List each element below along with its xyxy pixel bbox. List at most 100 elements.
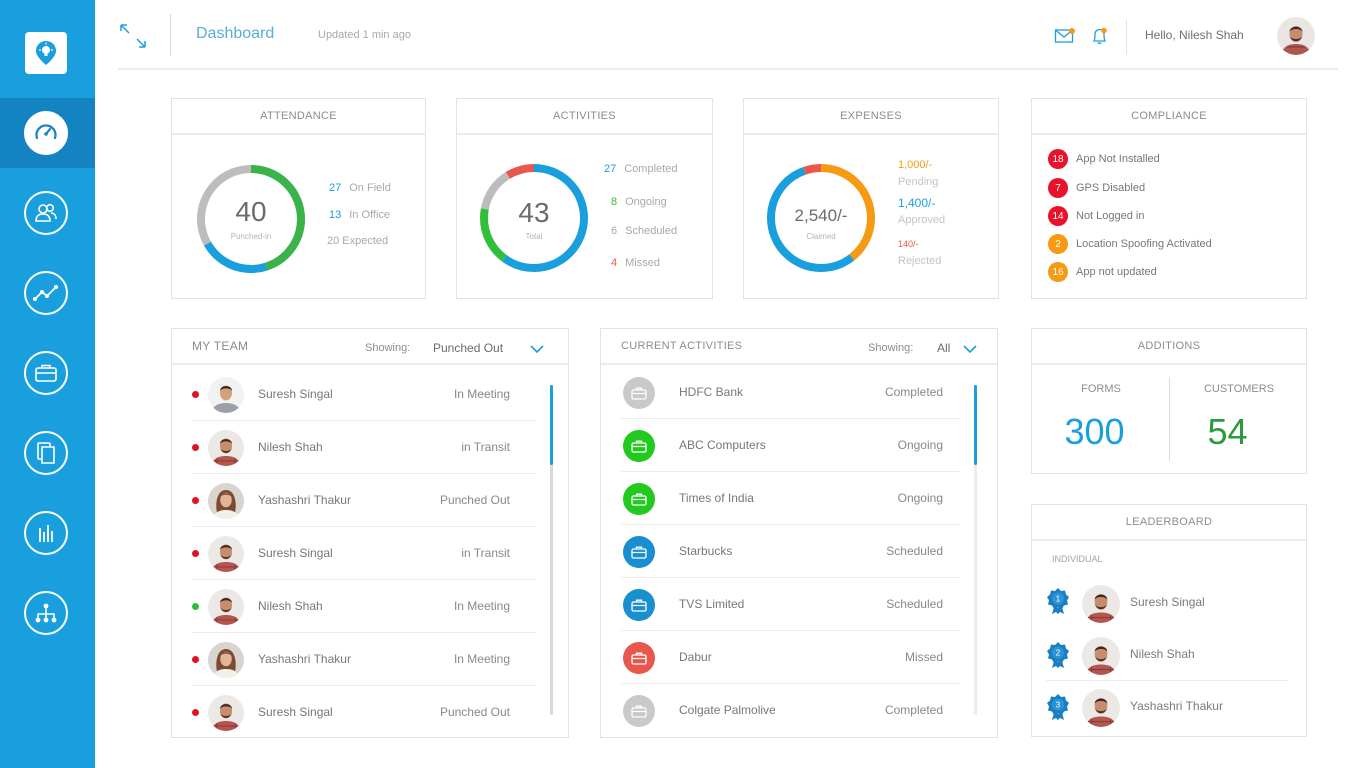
- hierarchy-icon: [35, 603, 57, 623]
- team-row[interactable]: Nilesh Shah in Transit: [192, 422, 536, 474]
- compliance-item[interactable]: 16 App not updated: [1048, 262, 1157, 282]
- stat-in-office: 13 In Office: [329, 209, 391, 221]
- team-filter-value[interactable]: Punched Out: [433, 341, 504, 355]
- leaderboard-subtitle: INDIVIDUAL: [1052, 554, 1103, 564]
- team-row[interactable]: Yashashri Thakur Punched Out: [192, 475, 536, 527]
- avatar: [1082, 689, 1120, 727]
- activity-row[interactable]: ABC Computers Ongoing: [621, 420, 959, 472]
- member-status: in Transit: [461, 546, 510, 560]
- member-name: Nilesh Shah: [258, 599, 323, 613]
- donut-segment-approved: [767, 164, 875, 272]
- briefcase-icon: [631, 599, 647, 612]
- member-name: Suresh Singal: [258, 387, 333, 401]
- activity-status-icon: [623, 483, 655, 515]
- compliance-item[interactable]: 18 App Not Installed: [1048, 149, 1160, 169]
- team-row[interactable]: Nilesh Shah In Meeting: [192, 581, 536, 633]
- showing-label: Showing:: [868, 342, 914, 354]
- nav-reports[interactable]: [24, 511, 68, 555]
- activity-status: Scheduled: [886, 597, 943, 611]
- team-scrollbar[interactable]: [550, 385, 553, 715]
- team-row[interactable]: Suresh Singal in Transit: [192, 528, 536, 580]
- bell-icon[interactable]: [1090, 26, 1110, 46]
- map-pin-bulb-icon: [36, 41, 56, 65]
- donut-segment-in-office: [197, 165, 305, 273]
- team-row[interactable]: Yashashri Thakur In Meeting: [192, 634, 536, 686]
- compliance-item[interactable]: 7 GPS Disabled: [1048, 178, 1145, 198]
- expenses-total-label: Claimed: [806, 232, 836, 241]
- activity-status: Completed: [884, 703, 943, 717]
- activities-donut: [480, 164, 588, 272]
- donut-segment-rejected: [767, 164, 875, 272]
- avatar: [208, 589, 244, 625]
- rank-number: 1: [1056, 595, 1061, 604]
- status-dot: [192, 603, 199, 610]
- my-team-card: MY TEAM Showing: Punched Out Suresh Sing…: [171, 328, 569, 738]
- avatar: [208, 483, 244, 519]
- status-dot: [192, 497, 199, 504]
- user-avatar[interactable]: [1277, 17, 1315, 55]
- activities-filter-value[interactable]: All: [937, 341, 951, 355]
- count-badge: 18: [1048, 149, 1068, 169]
- activity-status-icon: [623, 642, 655, 674]
- briefcase-icon: [35, 364, 57, 382]
- app-logo[interactable]: [25, 32, 67, 74]
- leaderboard-row[interactable]: 2 Nilesh Shah: [1046, 629, 1288, 681]
- leaderboard-row[interactable]: 1 Suresh Singal: [1046, 577, 1288, 629]
- briefcase-icon: [631, 440, 647, 453]
- analytics-icon: [33, 285, 58, 301]
- activity-row[interactable]: Colgate Palmolive Completed: [621, 685, 959, 737]
- sidebar: [0, 0, 95, 768]
- leaderboard-row[interactable]: 3 Yashashri Thakur: [1046, 681, 1288, 733]
- showing-label: Showing:: [365, 342, 411, 354]
- activity-name: Times of India: [679, 491, 754, 505]
- nav-dashboard[interactable]: [24, 111, 68, 155]
- expenses-donut: [767, 164, 875, 272]
- avatar: [208, 430, 244, 466]
- count-badge: 2: [1048, 234, 1068, 254]
- mail-icon[interactable]: [1054, 27, 1076, 45]
- additions-divider: [1169, 377, 1170, 461]
- attendance-card: ATTENDANCE 40 Punched-in 27 On Field 13 In…: [171, 98, 426, 299]
- compliance-item[interactable]: 14 Not Logged in: [1048, 206, 1145, 226]
- activity-status-icon: [623, 377, 655, 409]
- nav-hierarchy[interactable]: [24, 591, 68, 635]
- expand-icon[interactable]: [118, 22, 148, 50]
- avatar: [208, 377, 244, 413]
- member-name: Nilesh Shah: [258, 440, 323, 454]
- nav-team[interactable]: [24, 191, 68, 235]
- nav-documents[interactable]: [24, 431, 68, 475]
- compliance-label: App not updated: [1076, 266, 1157, 278]
- activity-name: TVS Limited: [679, 597, 745, 611]
- card-title: LEADERBOARD: [1032, 505, 1306, 541]
- nav-analytics[interactable]: [24, 271, 68, 315]
- approved-amount: 1,400/-: [898, 196, 936, 210]
- scrollbar-thumb[interactable]: [974, 385, 977, 465]
- activity-row[interactable]: Times of India Ongoing: [621, 473, 959, 525]
- activity-status-icon: [623, 430, 655, 462]
- card-title: EXPENSES: [744, 99, 998, 135]
- team-row[interactable]: Suresh Singal Punched Out: [192, 687, 536, 739]
- activity-row[interactable]: Starbucks Scheduled: [621, 526, 959, 578]
- chevron-down-icon[interactable]: [530, 345, 544, 354]
- compliance-label: App Not Installed: [1076, 153, 1160, 165]
- team-row[interactable]: Suresh Singal In Meeting: [192, 369, 536, 421]
- avatar: [208, 642, 244, 678]
- nav-activities[interactable]: [24, 351, 68, 395]
- my-team-title: MY TEAM: [192, 339, 249, 353]
- activity-row[interactable]: Dabur Missed: [621, 632, 959, 684]
- compliance-item[interactable]: 2 Location Spoofing Activated: [1048, 234, 1212, 254]
- activities-total-label: Total: [525, 232, 543, 241]
- activities-scrollbar[interactable]: [974, 385, 977, 715]
- activity-status: Ongoing: [897, 491, 943, 505]
- briefcase-icon: [631, 493, 647, 506]
- compliance-label: GPS Disabled: [1076, 182, 1146, 194]
- chevron-down-icon[interactable]: [963, 345, 977, 354]
- card-title: CURRENT ACTIVITIES: [601, 329, 997, 365]
- scrollbar-thumb[interactable]: [550, 385, 553, 465]
- activity-name: Dabur: [679, 650, 712, 664]
- expenses-card: EXPENSES 2,540/- Claimed 1,000/- Pending…: [743, 98, 999, 299]
- activity-row[interactable]: TVS Limited Scheduled: [621, 579, 959, 631]
- avatar: [1082, 637, 1120, 675]
- activity-row[interactable]: HDFC Bank Completed: [621, 367, 959, 419]
- leader-name: Yashashri Thakur: [1130, 699, 1223, 713]
